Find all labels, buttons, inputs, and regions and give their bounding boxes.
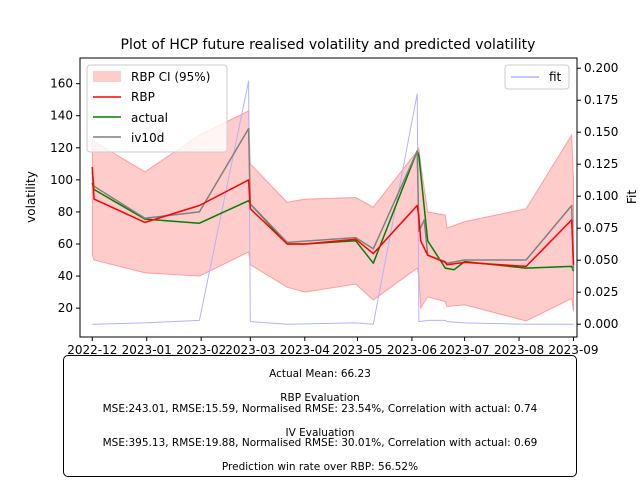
legend-left-frame [86,64,228,153]
series-line-actual [91,150,575,272]
x-tick-label: 2023-05 [332,343,382,357]
x-tick-label: 2023-02 [176,343,226,357]
x-tick-label: 2023-01 [122,343,172,357]
x-tick-label: 2023-08 [494,343,544,357]
ci-band [91,110,574,322]
y-tick-label: 100 [50,173,73,187]
win-rate-text: Prediction win rate over RBP: 56.52% [221,461,419,473]
y-axis-label: volatility [24,171,38,223]
x-tick-label: 2023-06 [387,343,437,357]
rbp-evaluation-metrics: MSE:243.01, RMSE:15.59, Normalised RMSE:… [102,403,538,415]
y2-tick-label: 0.075 [584,221,618,235]
y-tick-label: 160 [50,77,73,91]
actual-mean-text: Actual Mean: 66.23 [269,368,371,380]
y2-tick-label: 0.025 [584,285,618,299]
y2-tick-label: 0.125 [584,157,618,171]
legend-label-iv10d: iv10d [131,131,164,145]
y-tick-label: 140 [50,109,73,123]
x-tick-label: 2023-04 [280,343,330,357]
legend-right: fit [504,64,570,90]
iv-evaluation-metrics: MSE:395.13, RMSE:19.88, Normalised RMSE:… [102,437,538,449]
evaluation-box: Actual Mean: 66.23 RBP Evaluation MSE:24… [63,355,577,477]
rbp-evaluation-heading: RBP Evaluation [280,392,360,404]
y2-tick-label: 0.200 [584,61,618,75]
series-line-rbp [91,166,575,268]
legend-swatch-ci [93,71,121,82]
chart-title: Plot of HCP future realised volatility a… [121,37,536,53]
x-tick-label: 2023-03 [225,343,275,357]
legend-left: RBP CI (95%) RBP actual iv10d [86,64,228,153]
x-tick-label: 2022-12 [67,343,117,357]
y2-axis-label: Fit [625,190,639,204]
legend-label-actual: actual [131,111,168,125]
legend-label-fit: fit [549,70,562,84]
plot-frame [79,57,578,338]
y-tick-label: 20 [58,301,73,315]
y-tick-label: 60 [58,237,73,251]
y2-tick-label: 0.100 [584,189,618,203]
y-tick-label: 80 [58,205,73,219]
series-line-iv10d [91,127,575,270]
legend-label-ci: RBP CI (95%) [131,70,210,84]
y-tick-label: 40 [58,269,73,283]
y2-tick-label: 0.000 [584,317,618,331]
y2-tick-label: 0.050 [584,253,618,267]
x-tick-label: 2023-07 [440,343,490,357]
x-tick-label: 2023-09 [548,343,598,357]
iv-evaluation-heading: IV Evaluation [285,427,355,439]
y2-tick-label: 0.175 [584,93,618,107]
y2-tick-label: 0.150 [584,125,618,139]
y-tick-label: 120 [50,141,73,155]
legend-label-rbp: RBP [131,90,155,104]
